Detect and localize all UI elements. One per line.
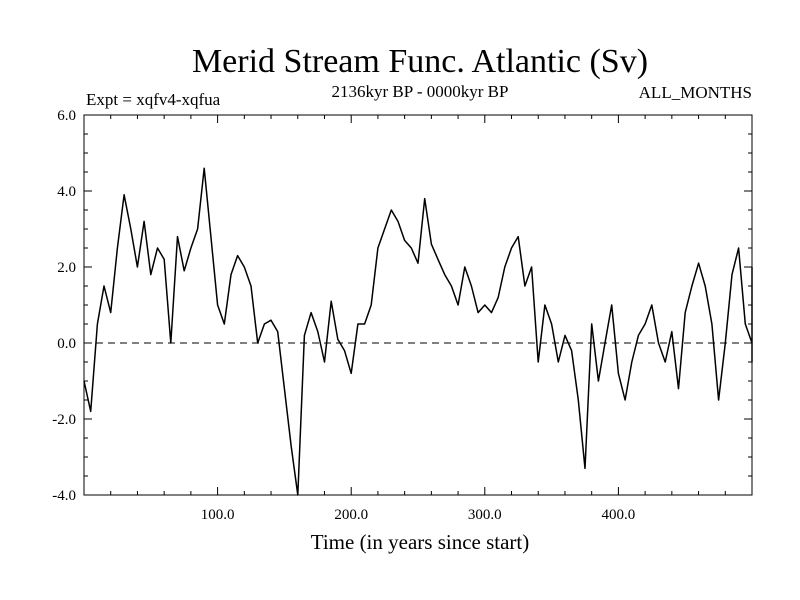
x-tick-label: 200.0 [334, 507, 368, 523]
x-axis-label: Time (in years since start) [311, 530, 530, 554]
series-line [83, 167, 753, 496]
y-tick-label: 2.0 [57, 260, 76, 276]
chart-subtitle: 2136kyr BP - 0000kyr BP [332, 82, 509, 101]
months-label: ALL_MONTHS [639, 83, 752, 102]
y-tick-label: 6.0 [57, 108, 76, 124]
plot-frame [83, 114, 753, 496]
y-tick-label: 4.0 [57, 184, 76, 200]
x-tick-label: 100.0 [201, 507, 235, 523]
x-tick-label: 400.0 [602, 507, 636, 523]
axis-ticks: -4.0 -2.0 0.0 2.0 4.0 6.0 100.0 200.0 300.0 400.0 [52, 108, 752, 523]
x-tick-label: 300.0 [468, 507, 502, 523]
plot-content [83, 167, 753, 496]
y-tick-label: -4.0 [52, 488, 76, 504]
chart-title: Merid Stream Func. Atlantic (Sv) [192, 43, 648, 80]
y-tick-label: -2.0 [52, 412, 76, 428]
experiment-label: Expt = xqfv4-xqfua [86, 90, 221, 109]
y-tick-label: 0.0 [57, 336, 76, 352]
